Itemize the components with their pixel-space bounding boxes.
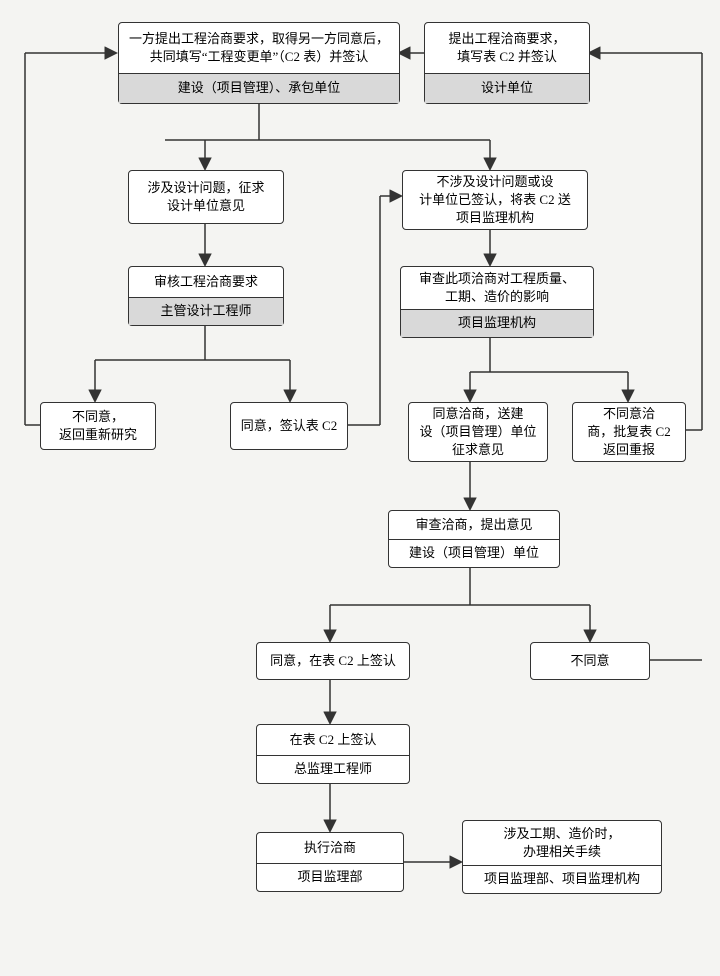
n1-line2: 共同填写“工程变更单”（C2 表）并签认 [150, 48, 368, 66]
n10-l2: 商，批复表 C2 [587, 423, 670, 441]
node-proposal-construction: 一方提出工程洽商要求，取得另一方同意后， 共同填写“工程变更单”（C2 表）并签… [118, 22, 400, 104]
node-review-design: 审核工程洽商要求 主管设计工程师 [128, 266, 284, 326]
n12-txt: 同意，在表 C2 上签认 [257, 643, 409, 679]
n1-line1: 一方提出工程洽商要求，取得另一方同意后， [129, 30, 389, 48]
n6-org: 项目监理机构 [401, 309, 593, 337]
n8-txt: 同意，签认表 C2 [231, 403, 347, 449]
node-execute: 执行洽商 项目监理部 [256, 832, 404, 892]
n15-top: 执行洽商 [257, 833, 403, 863]
n14-org: 总监理工程师 [257, 755, 409, 783]
node-design-issue: 涉及设计问题，征求 设计单位意见 [128, 170, 284, 224]
node-agree-c2: 同意，在表 C2 上签认 [256, 642, 410, 680]
n11-top: 审查洽商，提出意见 [389, 511, 559, 539]
n2-line1: 提出工程洽商要求， [448, 30, 565, 48]
n7-l2: 返回重新研究 [59, 426, 137, 444]
node-disagree-reply: 不同意洽 商，批复表 C2 返回重报 [572, 402, 686, 462]
n4-l3: 项目监理机构 [456, 209, 534, 227]
n16-l2: 办理相关手续 [523, 843, 601, 861]
n14-top: 在表 C2 上签认 [257, 725, 409, 755]
n4-l2: 计单位已签认，将表 C2 送 [419, 191, 571, 209]
n6-l2: 工期、造价的影响 [445, 288, 549, 306]
n11-org: 建设（项目管理）单位 [389, 539, 559, 567]
n3-l2: 设计单位意见 [167, 197, 245, 215]
n10-l1: 不同意洽 [603, 405, 655, 423]
n7-l1: 不同意， [72, 408, 124, 426]
node-agree-sign: 同意，签认表 C2 [230, 402, 348, 450]
n9-l2: 设（项目管理）单位 [419, 423, 536, 441]
n5-top: 审核工程洽商要求 [129, 267, 283, 297]
node-proposal-design: 提出工程洽商要求， 填写表 C2 并签认 设计单位 [424, 22, 590, 104]
n9-l3: 征求意见 [452, 441, 504, 459]
n2-line2: 填写表 C2 并签认 [457, 48, 557, 66]
node-agree-send: 同意洽商，送建 设（项目管理）单位 征求意见 [408, 402, 548, 462]
node-followup: 涉及工期、造价时， 办理相关手续 项目监理部、项目监理机构 [462, 820, 662, 894]
n10-l3: 返回重报 [603, 441, 655, 459]
n9-l1: 同意洽商，送建 [432, 405, 523, 423]
node-disagree-return: 不同意， 返回重新研究 [40, 402, 156, 450]
n4-l1: 不涉及设计问题或设 [436, 173, 553, 191]
n16-org: 项目监理部、项目监理机构 [463, 865, 661, 893]
n3-l1: 涉及设计问题，征求 [147, 179, 264, 197]
n13-txt: 不同意 [531, 643, 649, 679]
node-sign-chief: 在表 C2 上签认 总监理工程师 [256, 724, 410, 784]
node-no-design-issue: 不涉及设计问题或设 计单位已签认，将表 C2 送 项目监理机构 [402, 170, 588, 230]
n16-l1: 涉及工期、造价时， [503, 825, 620, 843]
node-review-owner: 审查洽商，提出意见 建设（项目管理）单位 [388, 510, 560, 568]
node-review-supervision: 审查此项洽商对工程质量、 工期、造价的影响 项目监理机构 [400, 266, 594, 338]
n5-org: 主管设计工程师 [129, 297, 283, 325]
n6-l1: 审查此项洽商对工程质量、 [419, 270, 575, 288]
n2-org: 设计单位 [425, 73, 589, 103]
n15-org: 项目监理部 [257, 863, 403, 891]
node-disagree: 不同意 [530, 642, 650, 680]
n1-org: 建设（项目管理）、承包单位 [119, 73, 399, 103]
